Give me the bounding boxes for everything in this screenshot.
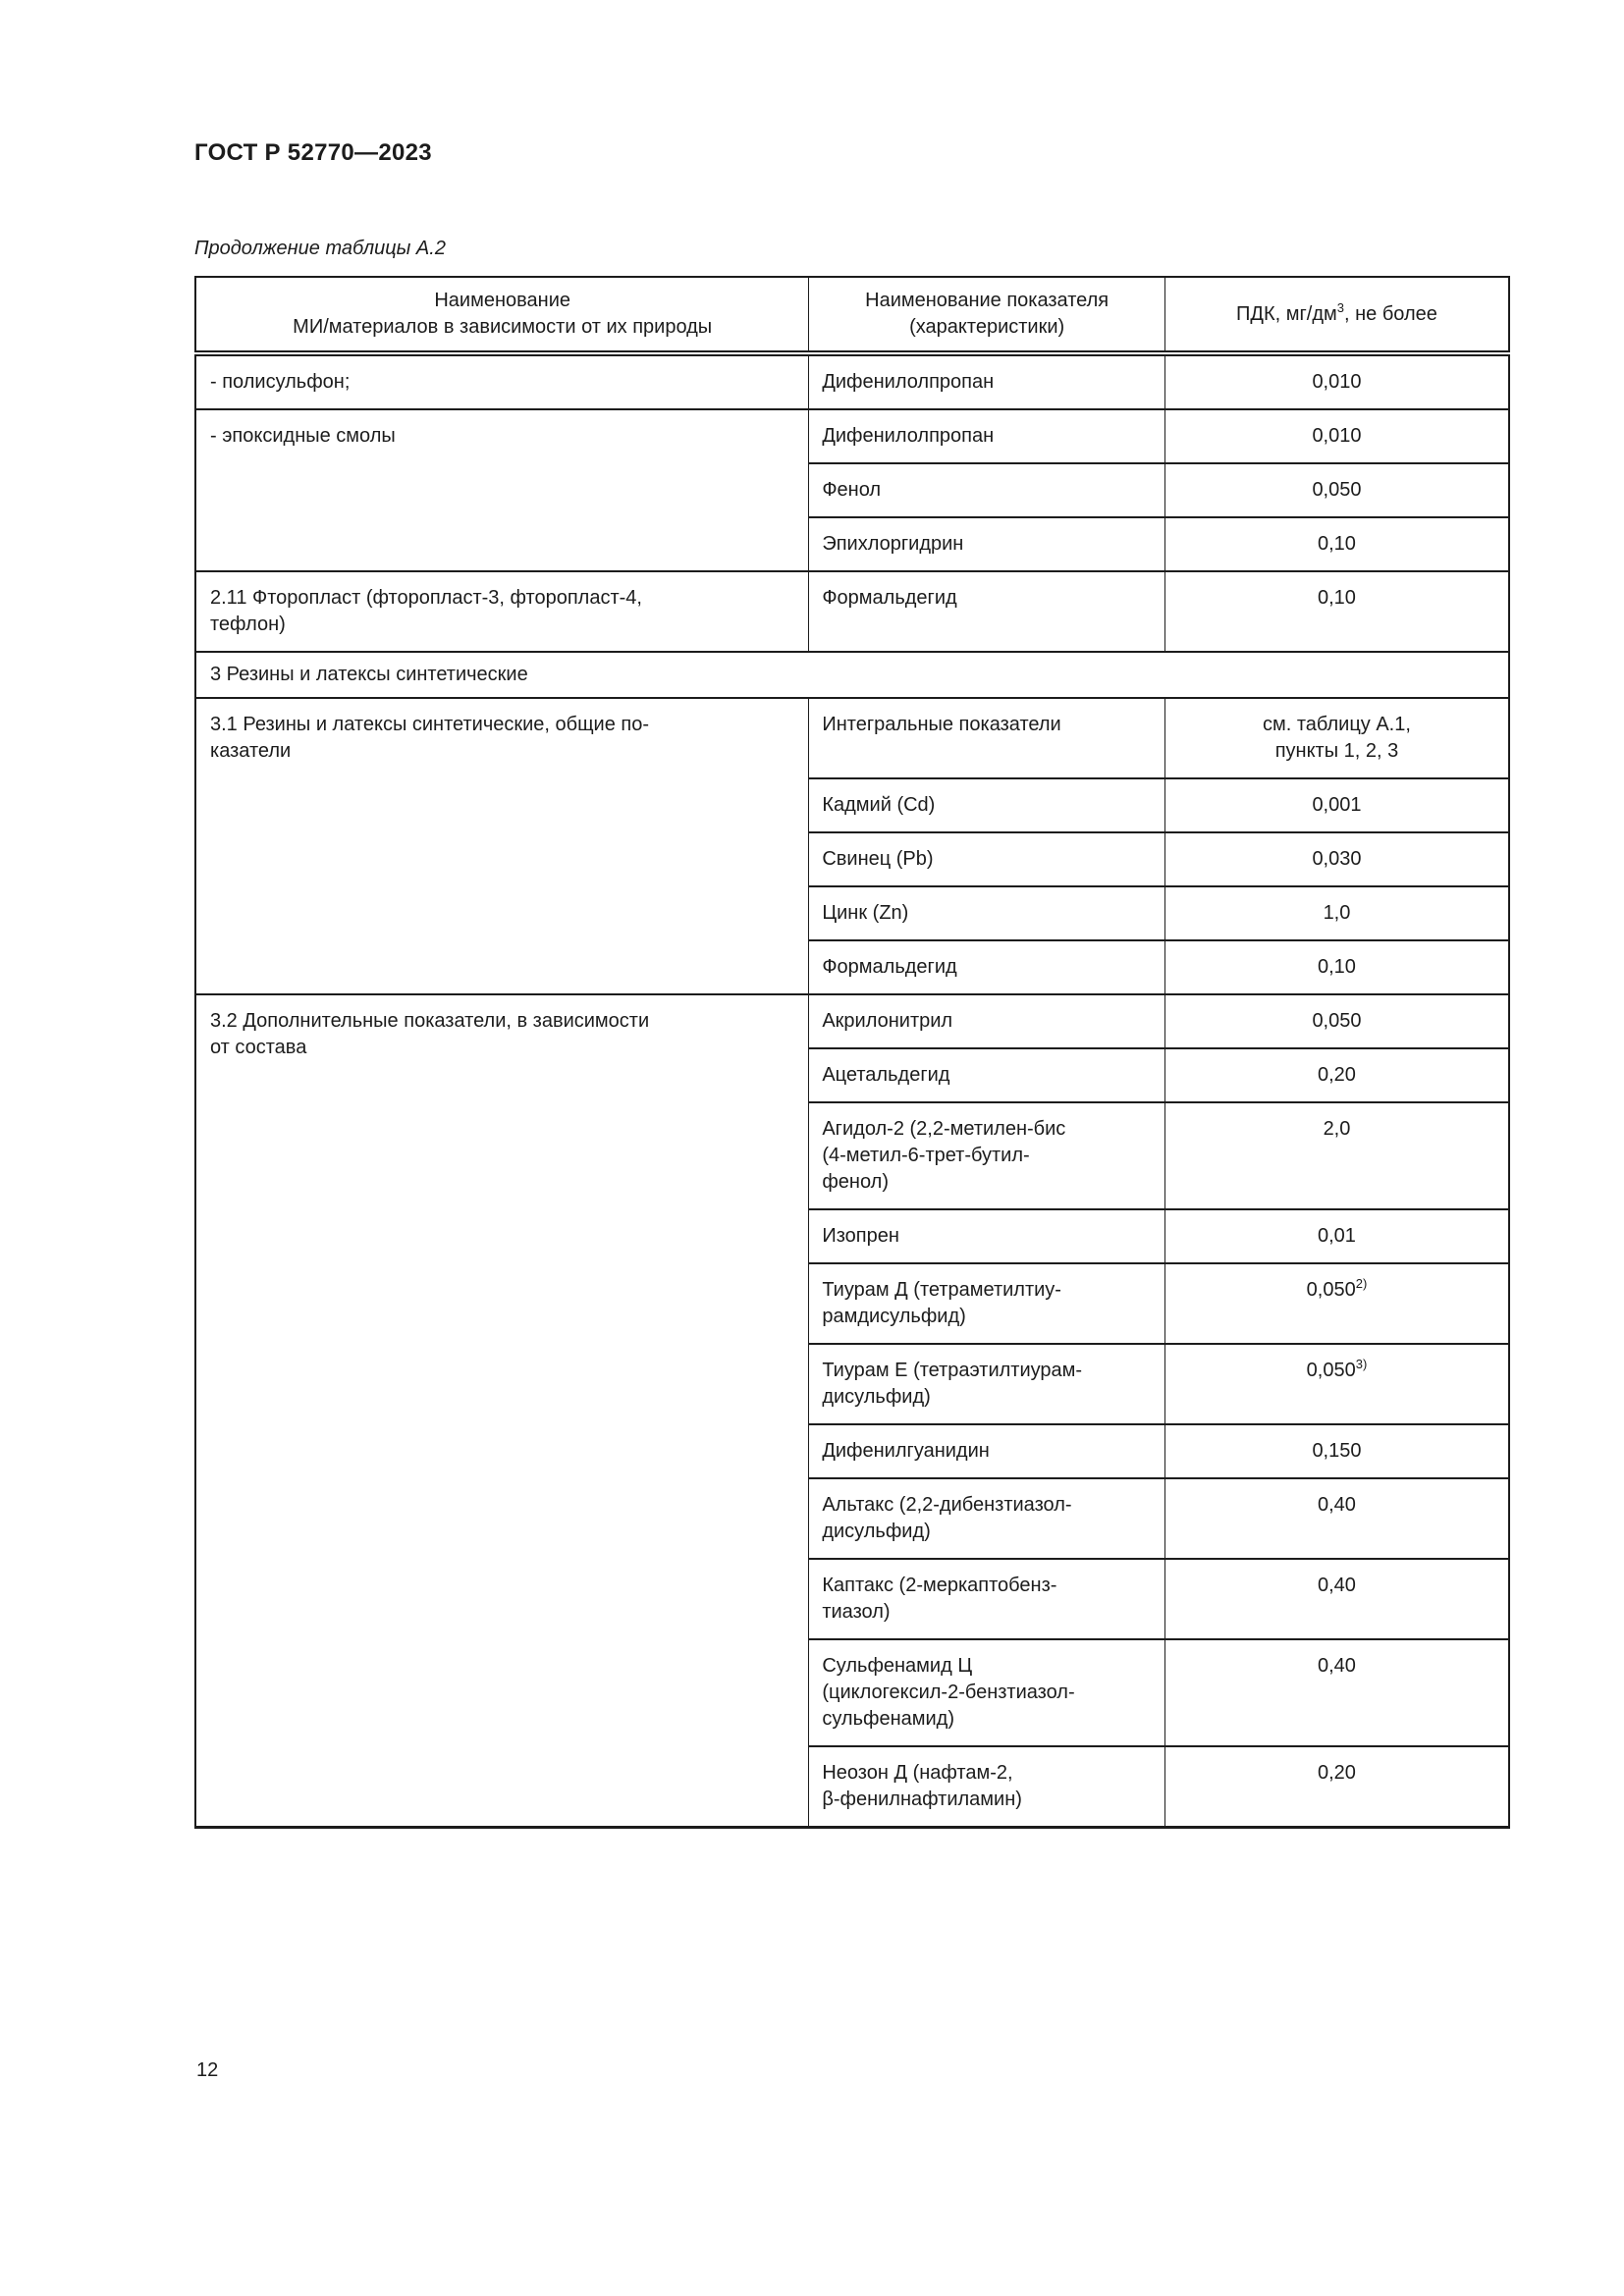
value-cell: 0,150 <box>1164 1423 1510 1479</box>
indicator-cell: Дифенилолпропан <box>808 408 1165 464</box>
footnote-ref-2: 2) <box>1355 1276 1368 1291</box>
pdk-superscript: 3 <box>1336 299 1344 315</box>
material-cell: - эпоксидные смолы <box>194 408 810 572</box>
indicator-cell: Тиурам Д (тетраметилтиу- рамдисульфид) <box>808 1262 1165 1345</box>
indicator-cell: Неозон Д (нафтам-2, β-фенилнафтиламин) <box>808 1745 1165 1829</box>
table-row: Агидол-2 (2,2-метилен-бис (4-метил-6-тре… <box>195 1101 1510 1210</box>
table-row: 2.11 Фторопласт (фторопласт-3, фтороплас… <box>194 570 1510 653</box>
table-row: Формальдегид 0,10 <box>195 939 1510 995</box>
indicator-cell: Каптакс (2-меркаптобенз- тиазол) <box>808 1558 1165 1640</box>
table-row: 3.2 Дополнительные показатели, в зависим… <box>194 993 1510 1829</box>
table-row: Эпихлоргидрин 0,10 <box>195 516 1510 572</box>
indicator-cell: Формальдегид <box>808 939 1165 995</box>
table-row: Свинец (Pb) 0,030 <box>195 831 1510 887</box>
value-cell: 0,010 <box>1164 408 1510 464</box>
table-caption: Продолжение таблицы А.2 <box>194 238 446 259</box>
table-row: - полисульфон; Дифенилолпропан 0,010 <box>194 352 1510 410</box>
page-content: ГОСТ Р 52770—2023 Продолжение таблицы А.… <box>194 0 1510 1829</box>
table-row: Тиурам Е (тетраэтилтиурам- дисульфид) 0,… <box>195 1343 1510 1425</box>
header-indicator: Наименование показателя (характеристики) <box>808 276 1165 356</box>
value-cell: 0,01 <box>1164 1208 1510 1264</box>
indicator-cell: Формальдегид <box>808 570 1165 653</box>
value-cell: 0,20 <box>1164 1047 1510 1103</box>
indicator-cell: Дифенилолпропан <box>808 352 1165 410</box>
table-row: Сульфенамид Ц (циклогексил-2-бензтиазол-… <box>195 1638 1510 1747</box>
section-title: 3 Резины и латексы синтетические <box>194 651 1510 699</box>
indicator-cell: Свинец (Pb) <box>808 831 1165 887</box>
material-cell: 3.1 Резины и латексы синтетические, общи… <box>194 697 810 995</box>
table-row: Кадмий (Cd) 0,001 <box>195 777 1510 833</box>
indicator-cell: Альтакс (2,2-дибензтиазол- дисульфид) <box>808 1477 1165 1560</box>
value-cell: 0,050 <box>1164 462 1510 518</box>
value-cell: см. таблицу А.1, пункты 1, 2, 3 <box>1164 697 1510 779</box>
value-cell: 1,0 <box>1164 885 1510 941</box>
section-row: 3 Резины и латексы синтетические <box>194 651 1510 699</box>
value-cell: 0,40 <box>1164 1638 1510 1747</box>
table-row: Неозон Д (нафтам-2, β-фенилнафтиламин) 0… <box>195 1745 1510 1829</box>
value-cell: 0,0503) <box>1164 1343 1510 1425</box>
indicator-cell: Дифенилгуанидин <box>808 1423 1165 1479</box>
table-row: Изопрен 0,01 <box>195 1208 1510 1264</box>
indicator-cell: Эпихлоргидрин <box>808 516 1165 572</box>
indicator-cell: Цинк (Zn) <box>808 885 1165 941</box>
table-row: Фенол 0,050 <box>195 462 1510 518</box>
table-row: Тиурам Д (тетраметилтиу- рамдисульфид) 0… <box>195 1262 1510 1345</box>
value-cell: 0,0502) <box>1164 1262 1510 1345</box>
indicator-cell: Ацетальдегид <box>808 1047 1165 1103</box>
indicator-cell: Кадмий (Cd) <box>808 777 1165 833</box>
material-cell: 2.11 Фторопласт (фторопласт-3, фтороплас… <box>194 570 810 653</box>
value-cell: 0,10 <box>1164 570 1510 653</box>
indicator-cell: Акрилонитрил <box>808 993 1165 1049</box>
table-row: Каптакс (2-меркаптобенз- тиазол) 0,40 <box>195 1558 1510 1640</box>
value-cell: 0,010 <box>1164 352 1510 410</box>
indicator-cell: Фенол <box>808 462 1165 518</box>
value-cell: 0,10 <box>1164 516 1510 572</box>
indicator-cell: Агидол-2 (2,2-метилен-бис (4-метил-6-тре… <box>808 1101 1165 1210</box>
table-row: 3.1 Резины и латексы синтетические, общи… <box>194 697 1510 995</box>
table-row: Дифенилгуанидин 0,150 <box>195 1423 1510 1479</box>
value-cell: 0,20 <box>1164 1745 1510 1829</box>
indicator-cell: Интегральные показатели <box>808 697 1165 779</box>
material-cell: - полисульфон; <box>194 352 810 410</box>
limits-table: Наименование МИ/материалов в зависимости… <box>194 276 1510 1829</box>
standard-number: ГОСТ Р 52770—2023 <box>194 139 432 166</box>
table-row: Альтакс (2,2-дибензтиазол- дисульфид) 0,… <box>195 1477 1510 1560</box>
value-cell: 0,030 <box>1164 831 1510 887</box>
table-row: Цинк (Zn) 1,0 <box>195 885 1510 941</box>
value-cell: 0,40 <box>1164 1477 1510 1560</box>
header-material: Наименование МИ/материалов в зависимости… <box>194 276 810 356</box>
material-cell: 3.2 Дополнительные показатели, в зависим… <box>194 993 810 1829</box>
value-cell: 0,050 <box>1164 993 1510 1049</box>
indicator-cell: Сульфенамид Ц (циклогексил-2-бензтиазол-… <box>808 1638 1165 1747</box>
page-number: 12 <box>196 2059 219 2081</box>
indicator-cell: Тиурам Е (тетраэтилтиурам- дисульфид) <box>808 1343 1165 1425</box>
footnote-ref-3: 3) <box>1355 1357 1368 1371</box>
indicator-cell: Изопрен <box>808 1208 1165 1264</box>
header-pdk: ПДК, мг/дм3, не более <box>1164 276 1510 356</box>
value-cell: 0,001 <box>1164 777 1510 833</box>
table-row: - эпоксидные смолы Дифенилолпропан 0,010 <box>194 408 1510 572</box>
table-header-row: Наименование МИ/материалов в зависимости… <box>194 276 1510 356</box>
table-row: Ацетальдегид 0,20 <box>195 1047 1510 1103</box>
value-cell: 0,40 <box>1164 1558 1510 1640</box>
value-cell: 2,0 <box>1164 1101 1510 1210</box>
value-cell: 0,10 <box>1164 939 1510 995</box>
